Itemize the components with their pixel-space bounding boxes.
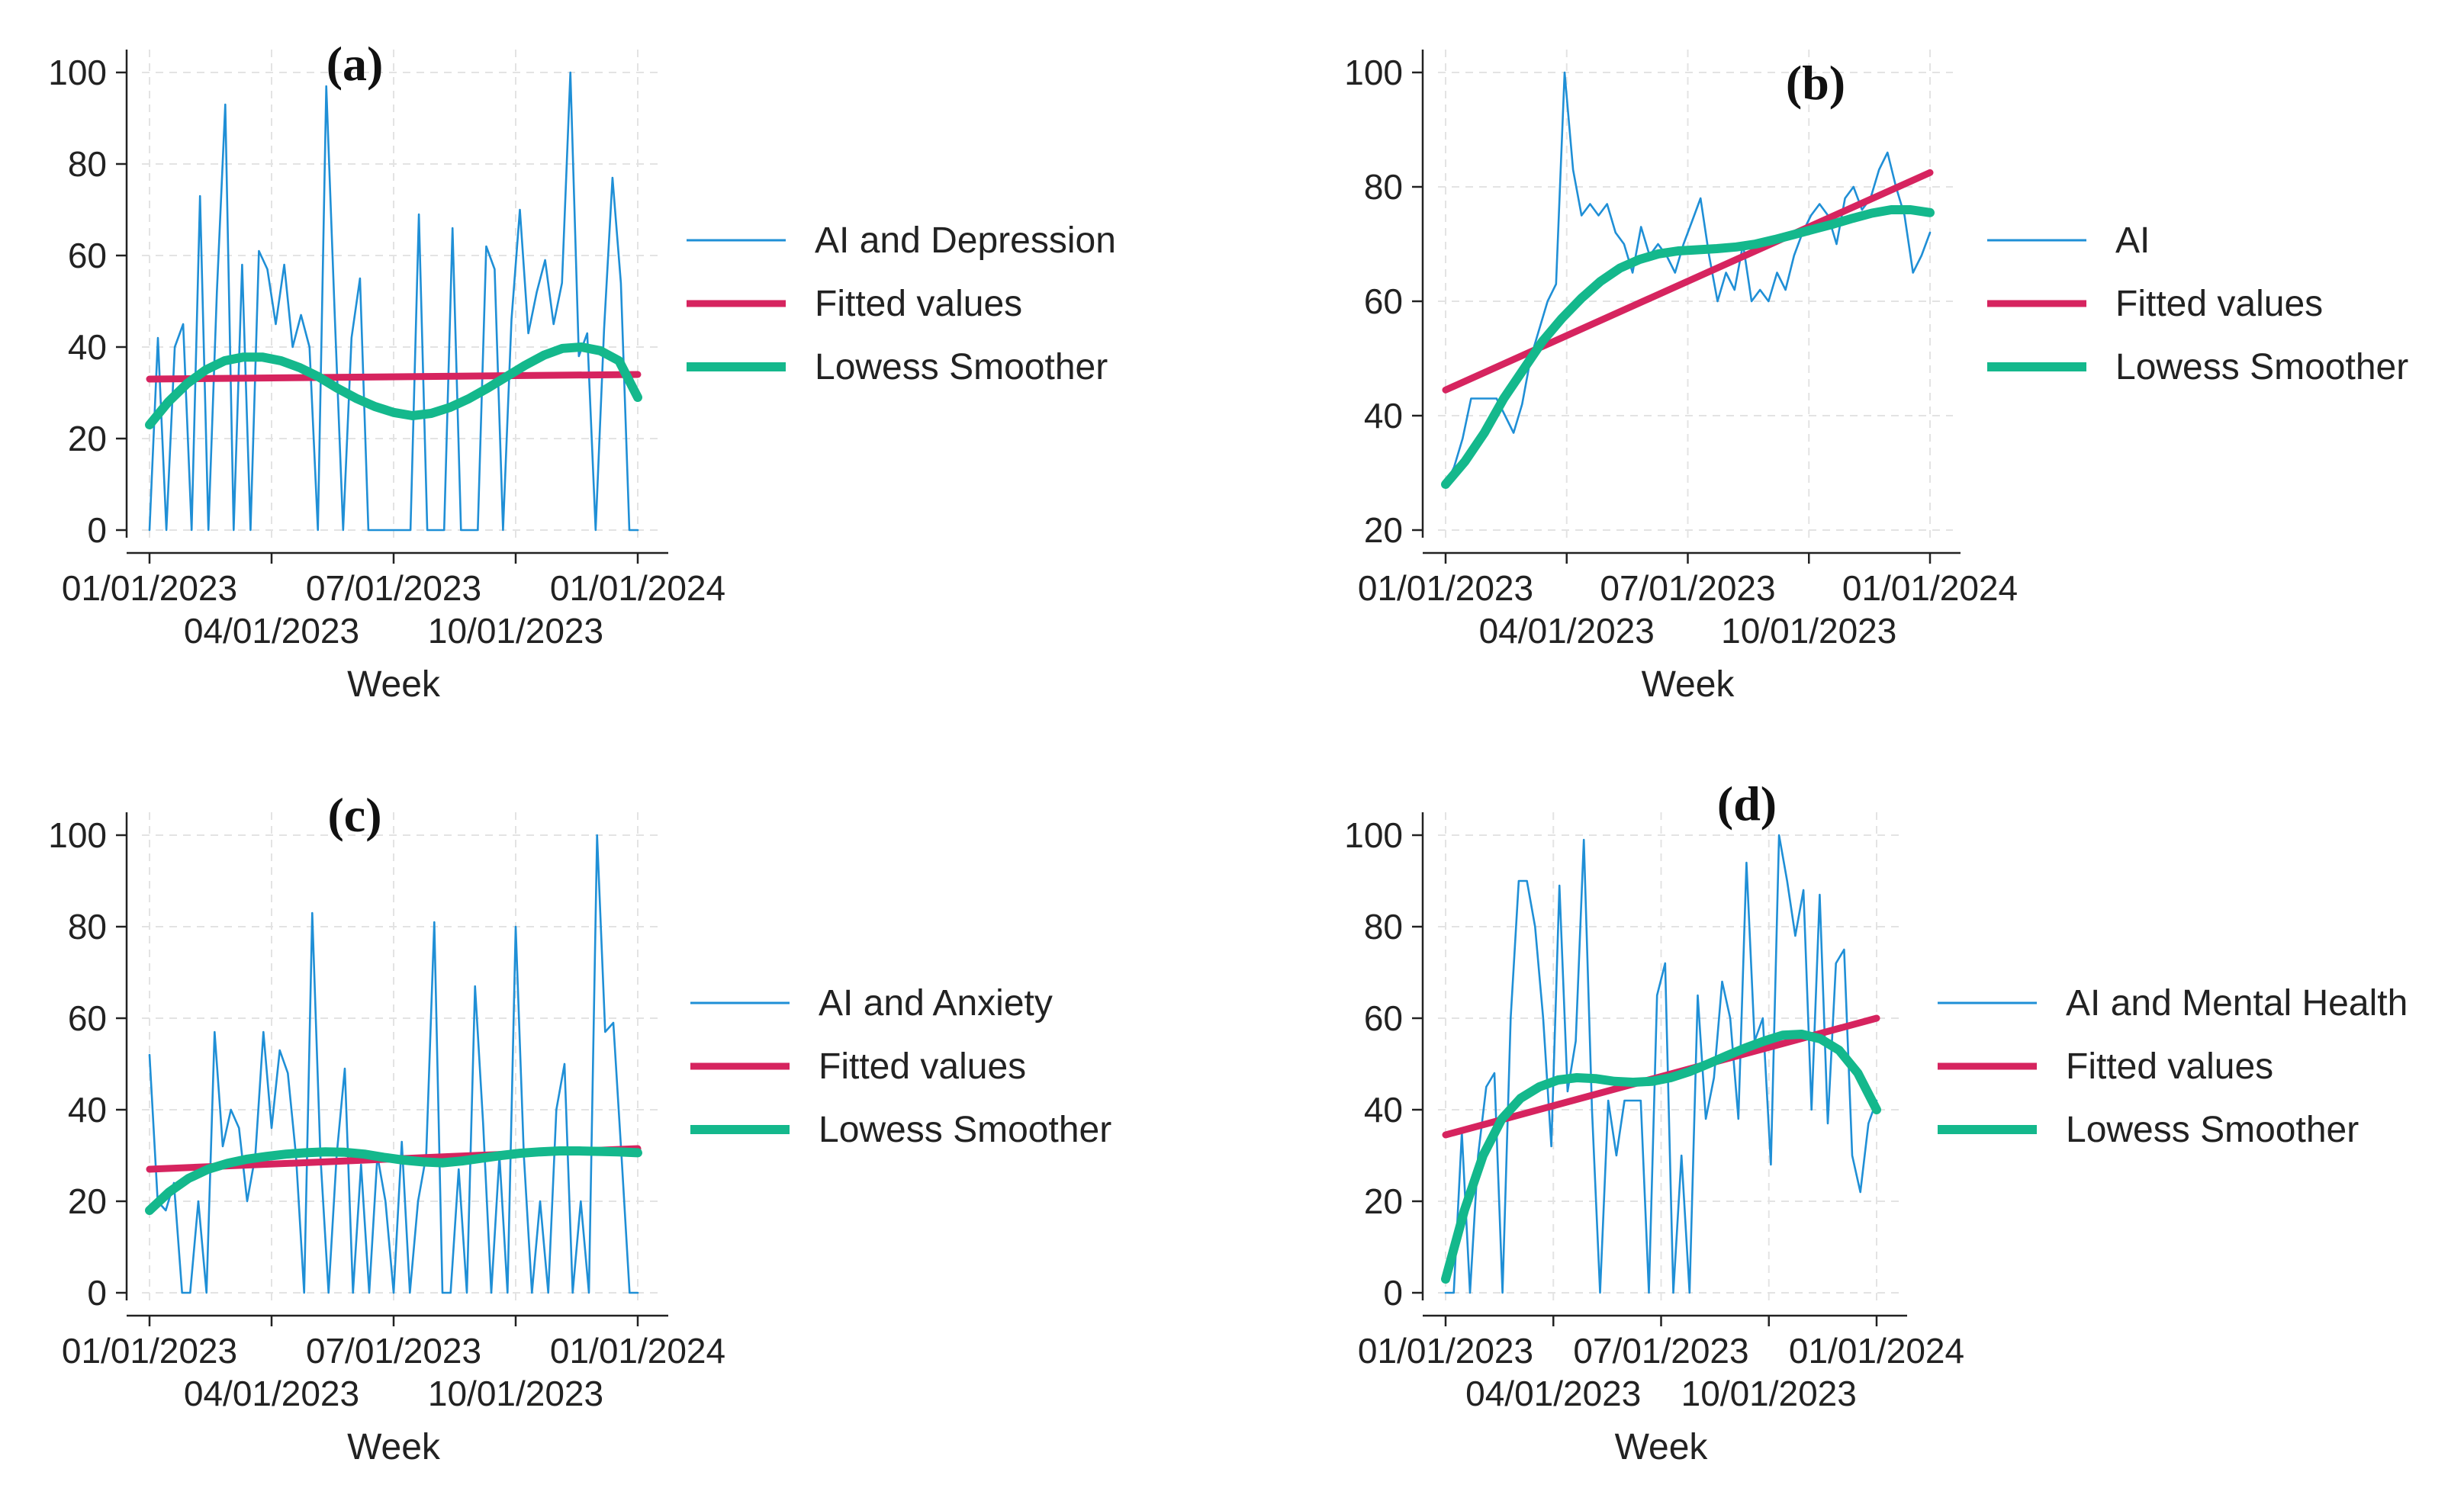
y-tick-label: 100 xyxy=(1344,815,1403,855)
x-tick-label: 07/01/2023 xyxy=(1573,1331,1748,1371)
legend-label: AI and Mental Health xyxy=(2066,983,2408,1024)
x-tick-label: 04/01/2023 xyxy=(1465,1374,1641,1413)
x-tick-label: 04/01/2023 xyxy=(184,611,359,651)
x-tick-label: 10/01/2023 xyxy=(1721,611,1896,651)
y-tick-label: 100 xyxy=(1344,53,1403,92)
series-line-lowess xyxy=(145,1146,642,1215)
legend-label: Fitted values xyxy=(2115,284,2323,324)
x-axis-title: Week xyxy=(347,1427,441,1467)
series-line-lowess xyxy=(1441,205,1935,489)
x-tick-label: 10/01/2023 xyxy=(428,611,603,651)
y-tick-label: 80 xyxy=(1364,907,1403,947)
series-line-fitted xyxy=(146,371,642,383)
legend-label: Lowess Smoother xyxy=(2115,347,2408,387)
series-line-observed xyxy=(1444,834,1878,1294)
x-axis-title: Week xyxy=(1642,664,1735,705)
gridlines xyxy=(1438,50,1953,538)
x-tick-label: 01/01/2024 xyxy=(550,1331,725,1371)
panel-label: (b) xyxy=(1786,56,1845,110)
gridlines xyxy=(142,812,661,1300)
legend-label: Fitted values xyxy=(2066,1046,2273,1087)
x-tick-label: 01/01/2023 xyxy=(62,1331,237,1371)
y-tick-label: 60 xyxy=(68,998,107,1038)
y-tick-label: 40 xyxy=(68,327,107,367)
x-tick-label: 01/01/2023 xyxy=(1358,568,1533,608)
legend-label: AI and Depression xyxy=(815,220,1116,261)
y-tick-label: 80 xyxy=(68,907,107,947)
x-axis-title: Week xyxy=(347,664,441,705)
panel-label: (c) xyxy=(327,788,381,842)
legend: AI and Mental Health Fitted values Lowess … xyxy=(1938,983,2408,1150)
y-tick-label: 0 xyxy=(1383,1273,1403,1313)
x-tick-label: 07/01/2023 xyxy=(306,568,481,608)
legend-label: Lowess Smoother xyxy=(2066,1110,2359,1150)
series-line-fitted xyxy=(1442,169,1934,394)
y-tick-label: 80 xyxy=(68,144,107,184)
x-tick-label: 07/01/2023 xyxy=(1600,568,1775,608)
y-tick-label: 60 xyxy=(1364,281,1403,321)
x-tick-label: 01/01/2024 xyxy=(1842,568,2018,608)
y-tick-label: 80 xyxy=(1364,167,1403,207)
x-tick-label: 04/01/2023 xyxy=(184,1374,359,1413)
x-tick-label: 01/01/2024 xyxy=(550,568,725,608)
y-tick-label: 20 xyxy=(68,419,107,458)
x-axis-title: Week xyxy=(1615,1427,1709,1467)
gridlines xyxy=(1438,812,1899,1300)
y-tick-label: 40 xyxy=(1364,396,1403,436)
chart-panel-d: 0 20 40 60 80 100 01/01/202304/01/202307/01/20… xyxy=(1344,776,2408,1467)
x-tick-label: 01/01/2024 xyxy=(1789,1331,1964,1371)
y-tick-label: 0 xyxy=(87,1273,107,1313)
x-tick-label: 10/01/2023 xyxy=(428,1374,603,1413)
chart-panel-b: 20 40 60 80 100 01/01/202304/01/202307/01/202… xyxy=(1344,50,2408,705)
chart-panel-c: 0 20 40 60 80 100 01/01/202304/01/202307/01/20… xyxy=(48,788,1111,1467)
y-tick-label: 100 xyxy=(48,53,107,92)
y-tick-label: 100 xyxy=(48,815,107,855)
legend-label: AI xyxy=(2115,220,2150,261)
x-tick-label: 01/01/2023 xyxy=(62,568,237,608)
legend-label: Lowess Smoother xyxy=(819,1110,1111,1150)
gridlines xyxy=(142,50,661,538)
legend: AI Fitted values Lowess Smoother xyxy=(1987,220,2408,387)
series-line-observed xyxy=(148,834,639,1294)
y-tick-label: 60 xyxy=(68,236,107,275)
panel-label: (a) xyxy=(326,37,384,91)
panel-label: (d) xyxy=(1717,776,1777,831)
series-line-observed xyxy=(148,71,639,532)
legend-label: Fitted values xyxy=(815,284,1022,324)
legend-label: Lowess Smoother xyxy=(815,347,1108,387)
legend-label: AI and Anxiety xyxy=(819,983,1053,1024)
legend: AI and Depression Fitted values Lowess Smo… xyxy=(687,220,1116,387)
legend-label: Fitted values xyxy=(819,1046,1026,1087)
series-line-lowess xyxy=(1441,1030,1881,1284)
legend: AI and Anxiety Fitted values Lowess Smooth… xyxy=(690,983,1111,1150)
y-tick-label: 40 xyxy=(68,1090,107,1130)
y-tick-label: 20 xyxy=(1364,1181,1403,1221)
y-tick-label: 20 xyxy=(68,1181,107,1221)
chart-panel-a: 0 20 40 60 80 100 01/01/202304/01/202307/01/20… xyxy=(48,37,1116,705)
y-tick-label: 20 xyxy=(1364,510,1403,550)
x-tick-label: 01/01/2023 xyxy=(1358,1331,1533,1371)
series-line-observed xyxy=(1444,71,1932,486)
y-tick-label: 40 xyxy=(1364,1090,1403,1130)
x-tick-label: 10/01/2023 xyxy=(1681,1374,1857,1413)
series-line-lowess xyxy=(145,342,642,429)
y-tick-label: 0 xyxy=(87,510,107,550)
y-tick-label: 60 xyxy=(1364,998,1403,1038)
x-tick-label: 04/01/2023 xyxy=(1479,611,1655,651)
x-tick-label: 07/01/2023 xyxy=(306,1331,481,1371)
